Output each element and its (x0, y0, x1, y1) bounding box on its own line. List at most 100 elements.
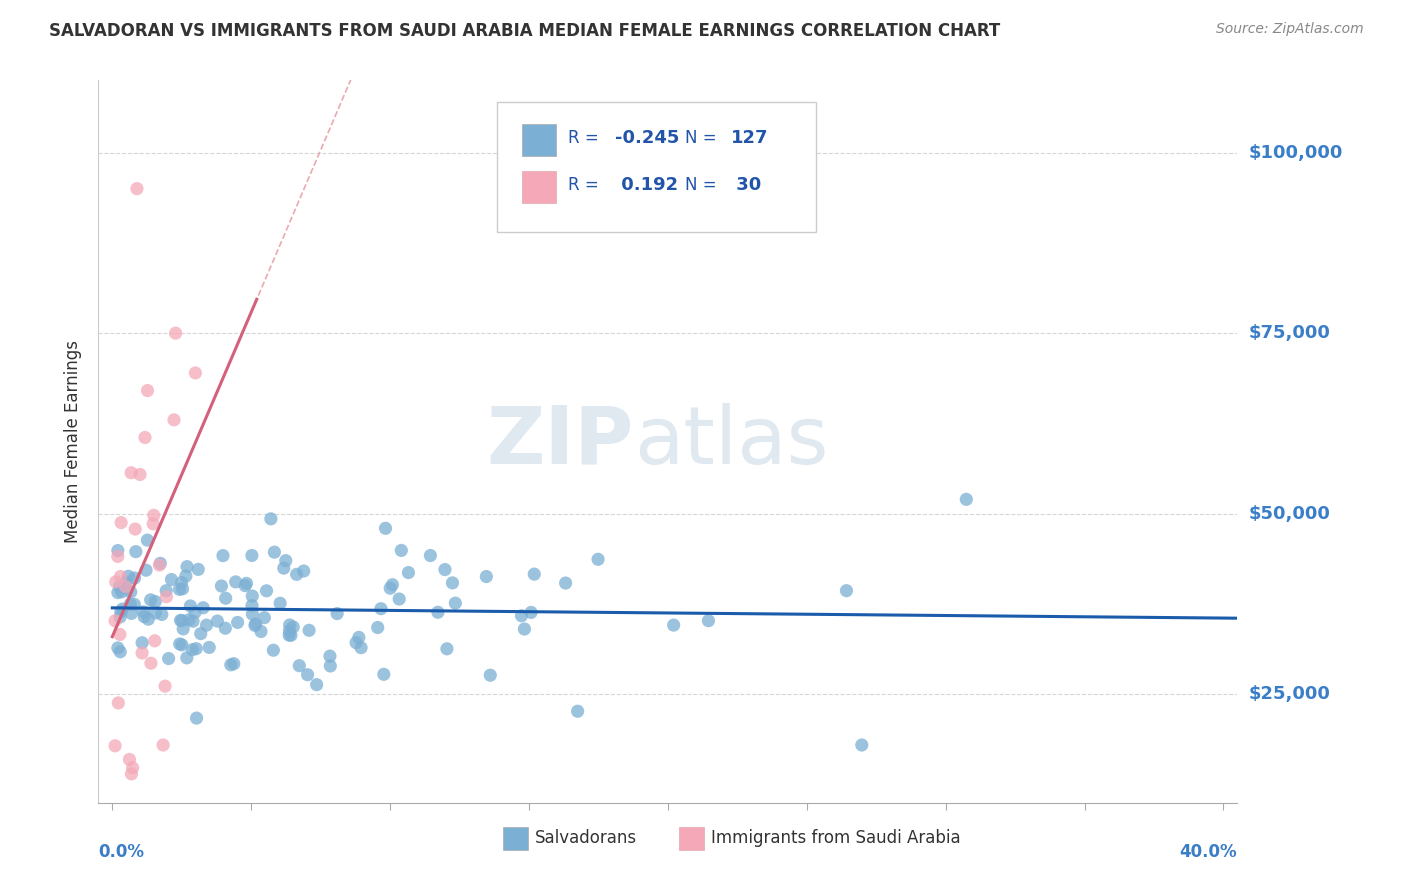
Point (125, 181, 148, 195)
Text: 40.0%: 40.0% (1180, 843, 1237, 861)
Point (419, 549, 441, 563)
Point (380, 581, 402, 595)
Point (107, 640, 129, 655)
Point (186, 641, 208, 656)
Point (107, 543, 129, 558)
Point (955, 492, 977, 507)
Point (110, 516, 132, 530)
FancyBboxPatch shape (522, 170, 557, 203)
Text: R =: R = (568, 176, 603, 194)
Point (107, 549, 129, 564)
Point (184, 606, 207, 620)
Point (226, 615, 249, 630)
Point (125, 544, 148, 558)
Point (444, 596, 467, 610)
Point (117, 569, 139, 583)
Point (240, 549, 263, 563)
Point (697, 614, 720, 628)
Point (187, 562, 209, 576)
Point (120, 466, 142, 480)
FancyBboxPatch shape (498, 102, 815, 232)
Point (436, 641, 458, 656)
Point (433, 563, 456, 577)
Point (263, 545, 285, 559)
Point (367, 620, 389, 634)
Point (851, 738, 873, 752)
Point (181, 614, 204, 628)
Point (278, 628, 301, 642)
Point (110, 605, 132, 619)
Point (198, 640, 221, 655)
Point (108, 610, 131, 624)
Point (170, 614, 193, 628)
Point (214, 621, 236, 635)
Point (131, 646, 153, 660)
Point (184, 366, 207, 380)
Point (124, 522, 146, 536)
Point (107, 585, 129, 599)
Text: $75,000: $75,000 (1249, 324, 1330, 343)
Point (114, 580, 136, 594)
Text: 127: 127 (731, 129, 768, 147)
Point (135, 563, 157, 577)
Point (104, 614, 127, 628)
Point (278, 618, 301, 632)
Text: 30: 30 (731, 176, 762, 194)
Point (319, 659, 342, 673)
Point (510, 608, 533, 623)
Point (155, 590, 177, 604)
Point (142, 508, 165, 523)
Point (269, 596, 291, 610)
Point (273, 561, 295, 575)
Point (150, 607, 173, 622)
Text: $25,000: $25,000 (1249, 685, 1330, 704)
FancyBboxPatch shape (503, 827, 527, 850)
Point (115, 575, 138, 590)
FancyBboxPatch shape (522, 124, 557, 156)
Point (285, 567, 308, 582)
Point (174, 569, 197, 583)
Point (104, 739, 127, 753)
Point (298, 624, 321, 638)
Point (278, 624, 301, 638)
Point (398, 566, 420, 580)
Point (148, 558, 170, 573)
Point (179, 599, 201, 613)
Text: N =: N = (685, 129, 721, 147)
Point (326, 607, 349, 621)
Point (288, 658, 311, 673)
Point (344, 635, 367, 649)
Point (177, 613, 200, 627)
Point (240, 599, 263, 613)
Point (256, 583, 278, 598)
Text: $100,000: $100,000 (1249, 144, 1343, 161)
FancyBboxPatch shape (679, 827, 704, 850)
Point (132, 605, 155, 619)
Point (280, 628, 302, 642)
Point (169, 637, 191, 651)
Point (108, 627, 131, 641)
Point (124, 598, 146, 612)
Point (108, 580, 131, 594)
Point (163, 413, 186, 427)
Point (347, 631, 370, 645)
Text: ZIP: ZIP (486, 402, 634, 481)
Point (143, 633, 166, 648)
Point (124, 571, 146, 585)
Point (662, 618, 685, 632)
Point (120, 585, 142, 599)
Point (240, 589, 263, 603)
Point (222, 657, 245, 671)
Point (172, 582, 194, 596)
Point (260, 512, 283, 526)
Point (513, 622, 536, 636)
Point (139, 592, 162, 607)
Point (157, 651, 180, 665)
Point (215, 591, 238, 606)
Point (426, 605, 449, 619)
Point (111, 602, 134, 616)
Point (235, 576, 257, 591)
Text: $50,000: $50,000 (1249, 505, 1330, 523)
Point (250, 624, 273, 639)
Point (207, 614, 229, 628)
